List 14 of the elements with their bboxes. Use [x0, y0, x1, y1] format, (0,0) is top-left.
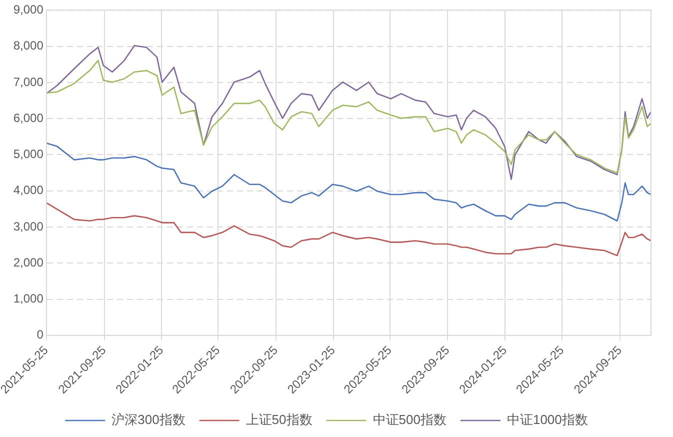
legend-label: 沪深300指数 [112, 412, 186, 428]
y-tick-label: 1,000 [13, 292, 44, 306]
y-tick-label: 2,000 [13, 255, 44, 270]
legend-label: 中证1000指数 [506, 412, 588, 428]
legend-label: 中证500指数 [372, 412, 446, 428]
y-tick-label: 5,000 [13, 147, 44, 162]
y-tick-label: 0 [36, 328, 44, 342]
y-tick-label: 3,000 [13, 219, 44, 234]
legend-label: 上证50指数 [246, 412, 312, 428]
y-tick-label: 9,000 [13, 2, 44, 17]
y-tick-label: 4,000 [13, 183, 44, 198]
y-tick-label: 8,000 [13, 38, 44, 53]
y-tick-label: 7,000 [13, 74, 44, 89]
y-tick-label: 6,000 [13, 110, 44, 125]
